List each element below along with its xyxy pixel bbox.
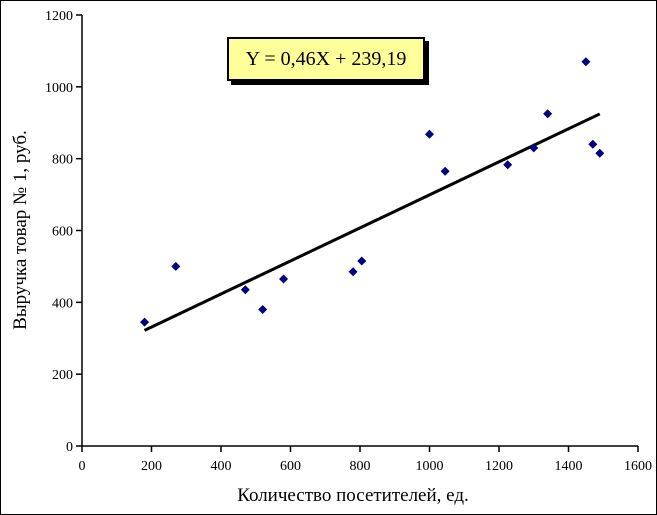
data-point-marker xyxy=(581,57,591,67)
data-point-marker xyxy=(348,267,358,277)
data-point-marker xyxy=(588,139,598,149)
data-point-marker xyxy=(503,160,513,170)
x-tick-label: 1200 xyxy=(485,459,513,474)
x-tick-label: 1000 xyxy=(416,459,444,474)
x-tick-label: 600 xyxy=(280,459,301,474)
data-point-marker xyxy=(171,261,181,271)
x-tick-label: 1600 xyxy=(624,459,652,474)
data-point-marker xyxy=(529,143,539,153)
axis-tick-labels: 0 200 400 600 800 1000 1200 1400 1600 0 200 400 600 8… xyxy=(45,9,652,474)
y-tick-label: 1200 xyxy=(45,9,73,24)
x-tick-label: 0 xyxy=(79,459,86,474)
data-point-marker xyxy=(543,109,553,119)
data-point-marker xyxy=(357,256,367,266)
equation-label-box[interactable]: Y = 0,46X + 239,19 xyxy=(227,37,425,81)
y-tick-label: 1000 xyxy=(45,81,73,96)
data-point-marker xyxy=(425,129,434,139)
data-point-marker xyxy=(440,166,450,176)
y-tick-label: 400 xyxy=(52,296,73,311)
equation-text: Y = 0,46X + 239,19 xyxy=(245,47,407,70)
trendline-group xyxy=(143,112,601,332)
data-point-marker xyxy=(595,148,605,158)
y-tick-label: 800 xyxy=(52,153,73,168)
data-point-marker xyxy=(258,305,268,315)
data-point-marker xyxy=(279,274,289,284)
y-axis-title: Выручка товар № 1, руб. xyxy=(10,130,31,330)
x-tick-label: 200 xyxy=(141,459,162,474)
data-point-marker xyxy=(140,317,150,327)
y-tick-label: 200 xyxy=(52,368,73,383)
data-point-marker xyxy=(240,285,250,295)
x-tick-label: 400 xyxy=(211,459,232,474)
data-points-group xyxy=(140,57,605,327)
x-axis-title: Количество посетителей, ед. xyxy=(237,485,469,506)
x-tick-label: 1400 xyxy=(555,459,583,474)
trendline xyxy=(143,112,601,332)
x-tick-label: 800 xyxy=(350,459,371,474)
axis-ticks xyxy=(76,14,639,452)
y-tick-label: 0 xyxy=(66,440,73,455)
y-tick-label: 600 xyxy=(52,225,73,240)
